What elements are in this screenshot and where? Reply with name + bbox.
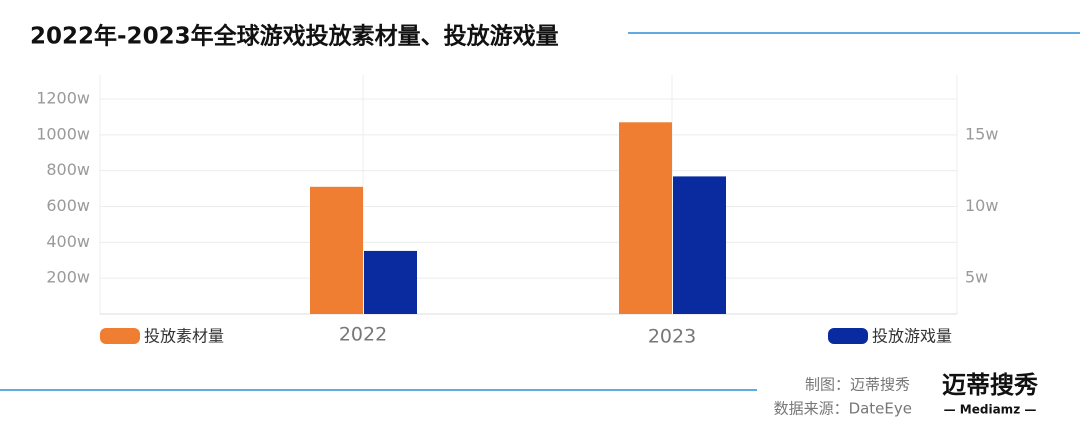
y2-tick-label: 10w — [965, 196, 998, 215]
y-tick-label: 1200w — [36, 89, 90, 108]
y-tick-label: 200w — [46, 268, 90, 287]
logo-sub: — Mediamz — — [944, 403, 1037, 417]
legend-swatch — [100, 328, 140, 344]
x-tick-label: 2022 — [339, 324, 387, 346]
y-tick-label: 800w — [46, 160, 90, 179]
credit: 制图：迈蒂搜秀 — [805, 376, 910, 394]
source: 数据来源：DateEye — [774, 400, 912, 418]
bar — [619, 122, 672, 315]
logo: 迈蒂搜秀 — [942, 371, 1038, 399]
y2-tick-label: 5w — [965, 268, 988, 287]
y2-tick-label: 15w — [965, 124, 998, 143]
legend-label: 投放游戏量 — [872, 327, 952, 346]
bar — [310, 186, 363, 314]
y-tick-label: 400w — [46, 232, 90, 251]
x-tick-label: 2023 — [648, 326, 696, 348]
chart-title: 2022年-2023年全球游戏投放素材量、投放游戏量 — [30, 23, 559, 50]
bar — [364, 250, 417, 314]
y-tick-label: 600w — [46, 196, 90, 215]
bar — [673, 176, 726, 314]
legend-swatch — [828, 328, 868, 344]
legend-label: 投放素材量 — [144, 327, 224, 346]
y-tick-label: 1000w — [36, 124, 90, 143]
